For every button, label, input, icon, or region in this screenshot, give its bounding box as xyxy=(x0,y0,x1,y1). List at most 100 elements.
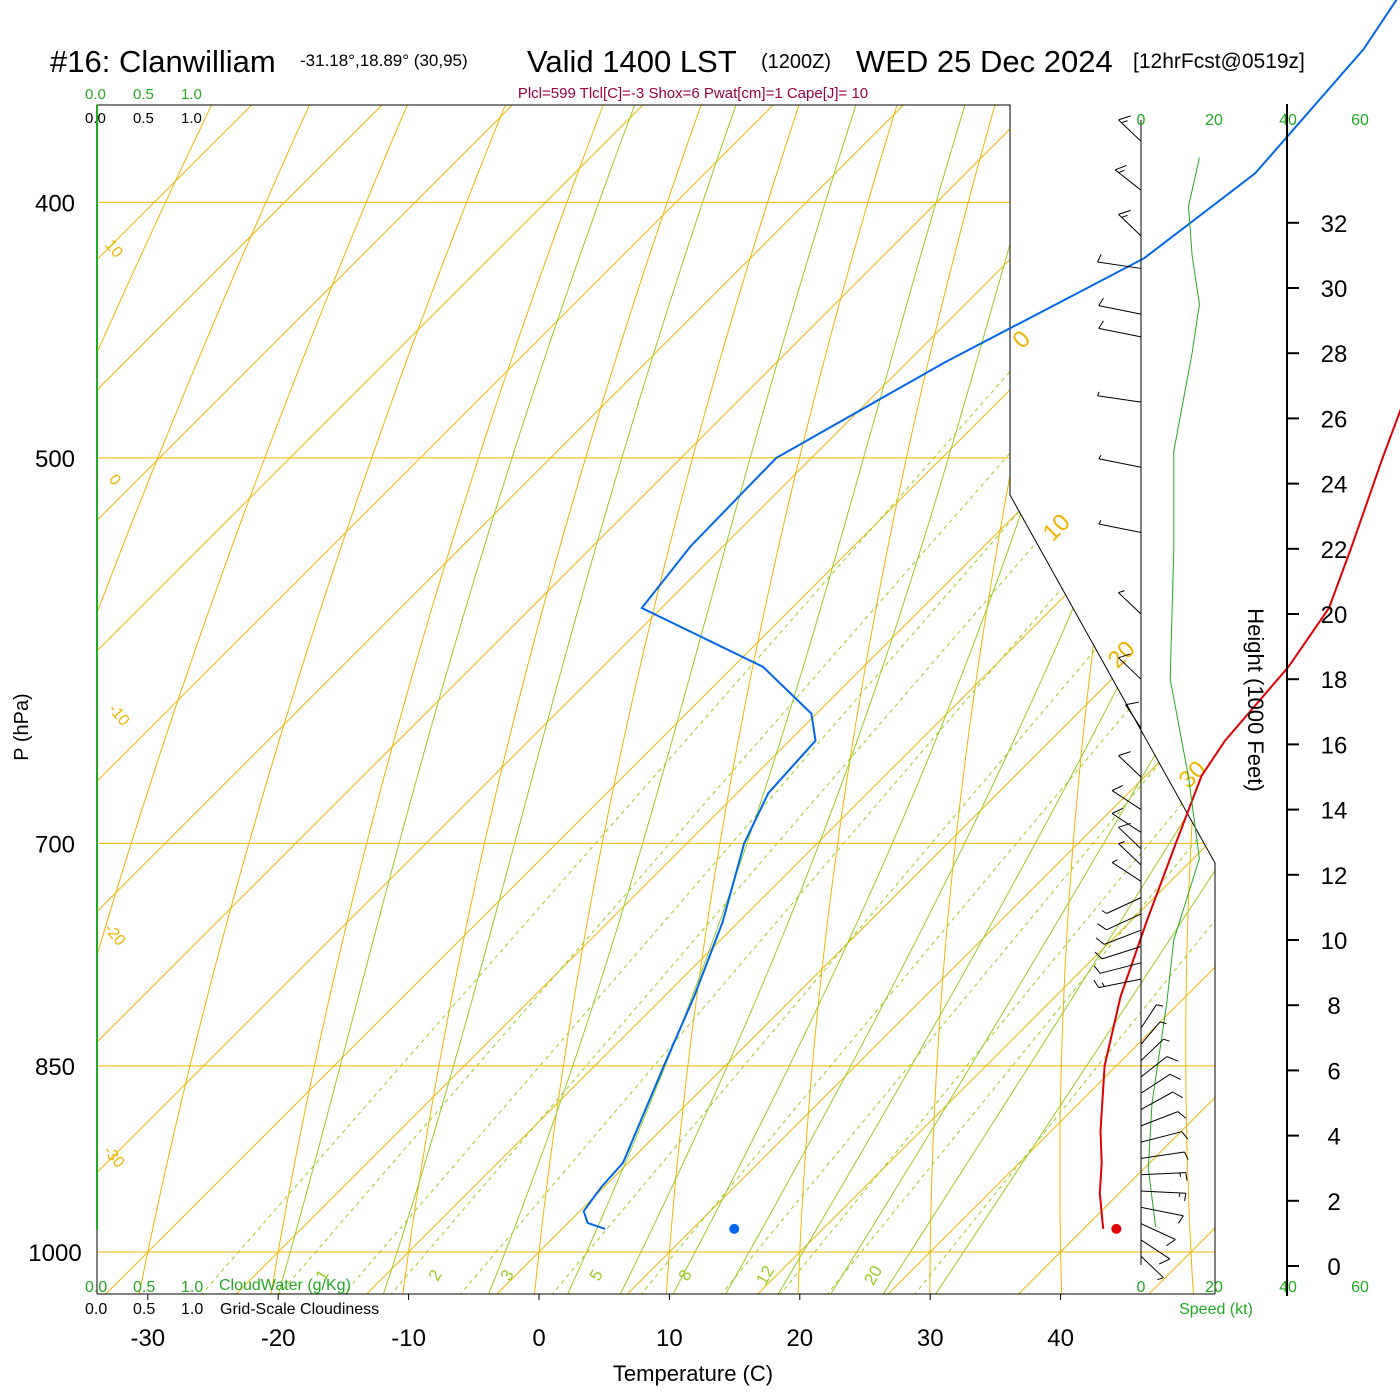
cloudwater-label: CloudWater (g/Kg) xyxy=(219,1277,351,1294)
background-lines xyxy=(97,105,1215,1294)
mixing-ratio-20 xyxy=(815,201,1215,1294)
temperature-tick--10: -10 xyxy=(391,1325,426,1352)
mixing-ratio-12 xyxy=(709,201,1215,1294)
mixing-ratio-label-3: 3 xyxy=(497,1266,518,1284)
temperature-tick-20: 20 xyxy=(786,1325,813,1352)
dry-adiabat-label-10: 10 xyxy=(101,237,126,262)
cloudwater-scale-top: 0.0 0.5 1.0 xyxy=(85,86,202,103)
isotherm--80 xyxy=(97,105,1132,1294)
station-title: #16: Clanwilliam xyxy=(50,44,276,79)
speed-tick-top-40: 40 xyxy=(1279,112,1297,129)
mixing-ratio-1 xyxy=(266,201,1215,1294)
isotherm-labels: 0 10 20 30 xyxy=(1007,325,1211,793)
height-tick-0: 0 xyxy=(1327,1254,1340,1281)
mixing-ratio-2 xyxy=(379,201,1215,1294)
speed-tick-top-60: 60 xyxy=(1351,112,1369,129)
moist-adiabat-34 xyxy=(926,105,1215,1294)
cloudiness-tick-1: 0.5 xyxy=(133,110,154,127)
mixing-ratio-labels: 1 2 3 5 8 12 20 xyxy=(312,1262,887,1288)
cloudiness-label: Grid-Scale Cloudiness xyxy=(220,1301,379,1318)
temperature-tick-30: 30 xyxy=(917,1325,944,1352)
speed-tick-bottom-60: 60 xyxy=(1351,1279,1369,1296)
wind-barb-7 xyxy=(1140,1131,1189,1143)
moist-adiabat-0 xyxy=(482,105,1033,1294)
wind-barb-24 xyxy=(1111,807,1142,833)
mixing-ratio-label-12: 12 xyxy=(752,1262,778,1288)
cloudwater-tick-0: 0.0 xyxy=(85,86,106,103)
dry-adiabat--20 xyxy=(268,105,808,1294)
isotherm--100 xyxy=(97,105,871,1294)
moist-adiabat-18 xyxy=(717,105,1215,1294)
isotherm-0 xyxy=(482,105,1215,1294)
wind-barb-27 xyxy=(1125,701,1142,729)
isotherm-20 xyxy=(743,105,1215,1294)
dry-adiabat-label--30: -30 xyxy=(100,1143,128,1172)
height-tick-2: 2 xyxy=(1327,1189,1340,1216)
wind-barb-36 xyxy=(1118,209,1142,237)
isotherm--70 xyxy=(97,105,1215,1294)
speed-scale-bottom: 0 20 40 60 xyxy=(1137,1279,1369,1296)
wind-barb-25 xyxy=(1111,785,1142,811)
cloudwater-tick-bottom-0: 0.0 xyxy=(85,1279,107,1296)
cloudiness-tick-bottom-0: 0.0 xyxy=(85,1301,107,1318)
cloudiness-scale-top: 0.0 0.5 1.0 xyxy=(85,110,202,127)
temperature-tick--30: -30 xyxy=(130,1325,165,1352)
temperature-tick-labels: -30 -20 -10 0 10 20 30 40 xyxy=(130,1294,1074,1352)
mixing-ratio-label-8: 8 xyxy=(675,1266,696,1284)
isotherm-label-0: 0 xyxy=(1007,325,1036,354)
mixing-ratio-label-2: 2 xyxy=(425,1266,446,1284)
cloudiness-scale-bottom: 0.0 0.5 1.0 Grid-Scale Cloudiness xyxy=(85,1301,379,1318)
wind-barb-37 xyxy=(1114,164,1142,191)
speed-tick-bottom-0: 0 xyxy=(1137,1279,1146,1296)
wind-barb-9 xyxy=(1140,1091,1183,1110)
pressure-axis-label: P (hPa) xyxy=(11,693,33,760)
isotherm--110 xyxy=(97,105,740,1294)
stability-indices: Plcl=599 Tlcl[C]=-3 Shox=6 Pwat[cm]=1 Ca… xyxy=(518,85,868,102)
height-tick-30: 30 xyxy=(1321,276,1348,303)
wind-barb-2 xyxy=(1140,1223,1176,1247)
isotherm-label-20: 20 xyxy=(1103,636,1141,674)
wind-barb-8 xyxy=(1140,1111,1187,1127)
dry-adiabat--40 xyxy=(97,105,634,1294)
forecast-date: WED 25 Dec 2024 xyxy=(856,44,1113,79)
dry-adiabat-0 xyxy=(532,105,981,1294)
mixing-ratio-16 xyxy=(768,201,1215,1294)
moist-adiabat-30 xyxy=(873,105,1215,1294)
wind-barb-3 xyxy=(1140,1206,1184,1224)
wind-barb-11 xyxy=(1140,1056,1179,1078)
isotherms xyxy=(97,105,1215,1294)
plot-frame xyxy=(96,104,1216,1294)
moist-adiabats xyxy=(274,105,1215,1294)
dry-adiabats xyxy=(97,105,1215,1294)
dry-adiabat--50 xyxy=(97,105,548,1294)
wind-barb-0 xyxy=(1140,1255,1164,1281)
speed-tick-bottom-20: 20 xyxy=(1205,1279,1223,1296)
wind-barb-10 xyxy=(1140,1073,1181,1094)
height-tick-26: 26 xyxy=(1321,406,1348,433)
speed-scale-top: 0 20 40 60 xyxy=(1137,112,1369,129)
isotherm--90 xyxy=(97,105,1001,1294)
cloudiness-tick-2: 1.0 xyxy=(181,110,202,127)
moist-adiabat-14 xyxy=(665,105,1215,1294)
wind-barb-26 xyxy=(1118,751,1142,778)
wind-barb-14 xyxy=(1140,1004,1164,1029)
temperature-tick--20: -20 xyxy=(261,1325,296,1352)
mixing-ratio-lines xyxy=(189,201,1215,1294)
station-coords: -31.18°,18.89° (30,95) xyxy=(300,51,468,70)
wind-barb-22 xyxy=(1118,841,1142,866)
isotherm--40 xyxy=(97,105,1215,1294)
dry-adiabat-20 xyxy=(797,105,1155,1294)
wind-speed-curve xyxy=(1147,157,1200,1227)
height-tick-22: 22 xyxy=(1321,537,1348,564)
valid-time: Valid 1400 LST xyxy=(527,44,737,79)
isobars xyxy=(97,201,1215,1253)
isotherm--60 xyxy=(97,105,1215,1294)
pressure-tick-700: 700 xyxy=(35,831,75,858)
surface-temperature-marker xyxy=(1111,1223,1122,1234)
wind-barb-17 xyxy=(1094,946,1142,960)
isotherm-label-30: 30 xyxy=(1174,756,1212,794)
forecast-run: [12hrFcst@0519z] xyxy=(1133,50,1305,73)
isotherm--20 xyxy=(221,105,1215,1294)
isotherm--50 xyxy=(97,105,1215,1294)
